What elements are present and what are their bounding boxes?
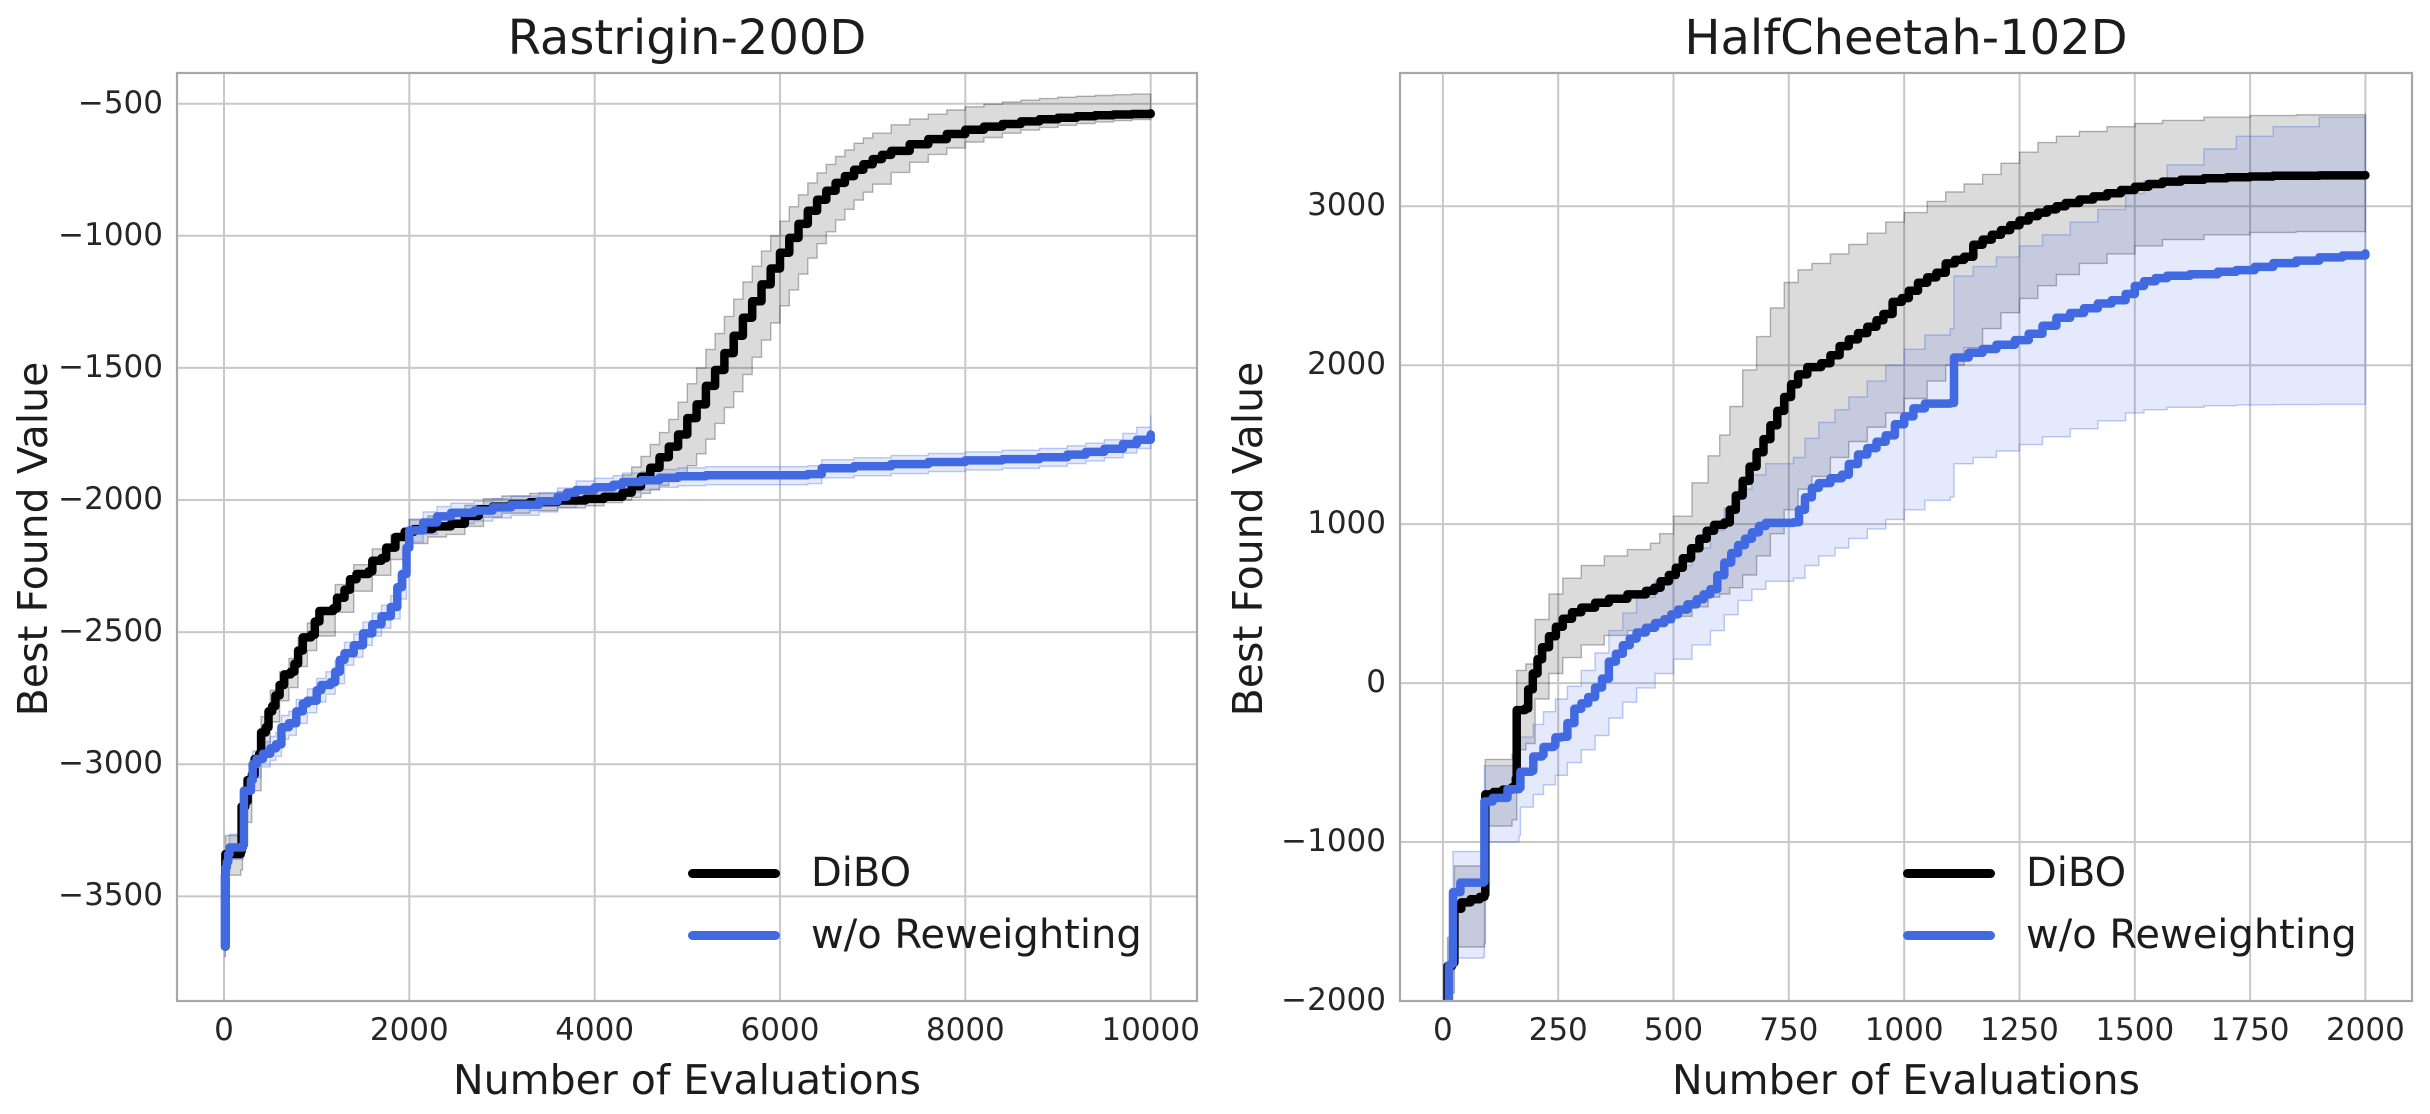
legend-item-reweighting: w/o Reweighting [1903, 910, 2357, 960]
y-tick-label: −1000 [1281, 823, 1386, 860]
plot-border [175, 71, 1199, 1003]
y-tick-label: −2000 [1281, 982, 1386, 1018]
confidence-band-w-o-reweighting [1448, 113, 2367, 1001]
x-tick-label: 8000 [925, 1012, 1005, 1048]
grid-lines [177, 73, 1197, 1001]
y-tick-label: −1000 [58, 216, 163, 253]
x-tick-label: 1750 [2210, 1012, 2290, 1048]
legend-right-chart: DiBO w/o Reweighting [1903, 848, 2357, 972]
y-tick-label: 3000 [1307, 187, 1386, 224]
x-tick-label: 500 [1643, 1012, 1704, 1048]
chart-title-rastrigin: Rastrigin-200D [507, 10, 867, 66]
legend-item-dibo: DiBO [688, 848, 1142, 898]
plot-border [1398, 71, 2414, 1003]
x-tick-label: 10000 [1101, 1012, 1200, 1048]
series-line-w-o-reweighting [220, 430, 1155, 951]
halfcheetah-plot-area [1398, 71, 2414, 1003]
legend-label-dibo: DiBO [2026, 850, 2127, 896]
x-axis-label-left: Number of Evaluations [453, 1056, 921, 1104]
y-tick-label: −3000 [58, 745, 163, 782]
y-tick-label: −500 [77, 84, 163, 121]
x-tick-label: 1250 [1980, 1012, 2059, 1048]
series-line-dibo [221, 109, 1155, 951]
x-tick-label: 2000 [2325, 1012, 2405, 1048]
y-tick-label: −1500 [58, 348, 163, 385]
x-tick-label: 750 [1759, 1012, 1819, 1048]
rastrigin-plot-area [175, 71, 1199, 1003]
legend-line-swatch-dibo [688, 868, 780, 878]
x-tick-label: 1000 [1864, 1012, 1944, 1048]
legend-line-swatch-dibo [1903, 868, 1995, 878]
x-tick-label: 2000 [369, 1012, 449, 1048]
legend-line-swatch-reweighting [1903, 930, 1995, 940]
legend-item-reweighting: w/o Reweighting [688, 910, 1142, 960]
x-tick-label: 1500 [2095, 1012, 2175, 1048]
x-tick-label: 0 [214, 1012, 234, 1048]
x-tick-label: 6000 [740, 1012, 820, 1048]
legend-item-dibo: DiBO [1903, 848, 2357, 898]
series-line-w-o-reweighting [1444, 249, 2370, 1001]
x-tick-label: 250 [1528, 1012, 1588, 1048]
y-tick-label: 0 [1366, 664, 1386, 701]
y-tick-label: 2000 [1307, 346, 1386, 383]
chart-title-halfcheetah: HalfCheetah-102D [1684, 10, 2128, 66]
x-tick-label: 4000 [555, 1012, 635, 1048]
y-tick-label: −3500 [58, 877, 163, 914]
series-line-dibo [1443, 170, 2370, 1001]
legend-label-dibo: DiBO [811, 850, 912, 896]
x-axis-label-right: Number of Evaluations [1672, 1056, 2140, 1104]
y-tick-label: −2000 [58, 481, 163, 517]
y-tick-label: −2500 [58, 613, 163, 650]
legend-left-chart: DiBO w/o Reweighting [688, 848, 1142, 972]
confidence-band-dibo [224, 93, 1152, 958]
legend-label-reweighting: w/o Reweighting [811, 912, 1142, 958]
x-tick-label: 0 [1433, 1012, 1453, 1048]
y-tick-label: 1000 [1307, 505, 1386, 542]
legend-line-swatch-reweighting [688, 930, 780, 940]
legend-label-reweighting: w/o Reweighting [2026, 912, 2357, 958]
